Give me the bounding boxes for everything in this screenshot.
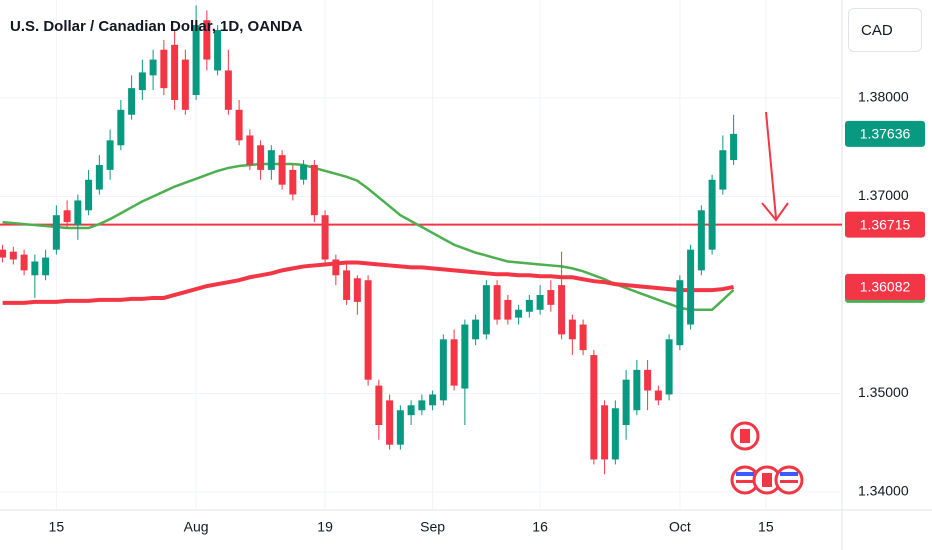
- candle-body: [149, 59, 157, 76]
- candle-body: [343, 270, 351, 300]
- candle-body: [300, 164, 308, 180]
- x-tick-label: 15: [49, 519, 65, 535]
- candle-body: [665, 339, 673, 395]
- candle-body: [482, 285, 490, 335]
- candle-body: [192, 25, 200, 96]
- candle-body: [601, 405, 609, 460]
- candle-body: [461, 324, 469, 389]
- candle-body: [257, 145, 265, 170]
- candle-body: [267, 150, 275, 170]
- candle-body: [644, 369, 652, 391]
- candle-body: [128, 88, 136, 115]
- currency-button[interactable]: CAD: [848, 8, 922, 52]
- candle-body: [31, 261, 39, 276]
- candle-body: [20, 254, 28, 271]
- candle-body: [547, 290, 555, 305]
- candle-body: [654, 390, 662, 401]
- candle-body: [407, 405, 415, 416]
- candle-body: [0, 249, 7, 258]
- candle-body: [160, 49, 168, 89]
- candle-body: [310, 164, 318, 216]
- candle-body: [364, 280, 372, 380]
- candle-body: [386, 400, 394, 445]
- candle-body: [332, 259, 340, 276]
- candle-body: [633, 369, 641, 411]
- candle-body: [568, 319, 576, 340]
- x-tick-label: Aug: [184, 519, 209, 535]
- x-tick-label: 19: [317, 519, 333, 535]
- candle-body: [439, 339, 447, 401]
- x-tick-label: Sep: [420, 519, 445, 535]
- price-badge: [845, 211, 925, 238]
- candle-body: [181, 59, 189, 110]
- candle-body: [9, 251, 17, 260]
- price-badge-label: 1.36715: [860, 216, 911, 232]
- candle-body: [353, 278, 361, 302]
- arrow-annotation: [761, 111, 789, 222]
- candle-body: [536, 294, 544, 310]
- candle-body: [52, 215, 60, 250]
- x-tick-label: 16: [532, 519, 548, 535]
- price-badge-label: 1.36082: [860, 279, 911, 295]
- candle-body: [590, 355, 598, 460]
- candle-body: [214, 30, 222, 71]
- candle-body: [321, 215, 329, 260]
- price-badge: [845, 120, 925, 147]
- candle-body: [74, 200, 82, 226]
- candle-body: [687, 249, 695, 325]
- candle-body: [117, 109, 125, 146]
- candle-body: [719, 150, 727, 190]
- candle-body: [63, 210, 71, 223]
- candle-body: [224, 70, 232, 110]
- candle-body: [171, 44, 179, 100]
- candle-body: [289, 169, 297, 195]
- marks: [0, 5, 842, 475]
- candle-body: [429, 394, 437, 406]
- candle-body: [676, 280, 684, 346]
- price-badge: [845, 273, 925, 300]
- grid: [0, 0, 842, 510]
- candle-body: [85, 179, 93, 211]
- candle-body: [106, 140, 114, 170]
- candle-body: [246, 135, 254, 165]
- x-tick-label: 15: [758, 519, 774, 535]
- y-tick-label: 1.35000: [858, 384, 909, 400]
- candle-body: [42, 257, 50, 276]
- candle-body: [558, 285, 566, 335]
- candle-body: [504, 299, 512, 320]
- candle-body: [203, 20, 211, 60]
- candle-body: [450, 339, 458, 386]
- candle-body: [375, 385, 383, 425]
- candle-body: [622, 379, 630, 425]
- candle-body: [493, 285, 501, 320]
- event-icons: [730, 421, 804, 495]
- y-tick-label: 1.38000: [858, 89, 909, 105]
- y-tick-label: 1.34000: [858, 483, 909, 499]
- candle-body: [396, 410, 404, 445]
- candle-body: [515, 309, 523, 318]
- price-badge-label: 1.37636: [860, 126, 911, 142]
- candle-body: [138, 72, 146, 91]
- candle-body: [708, 179, 716, 250]
- x-tick-label: Oct: [669, 519, 691, 535]
- candle-body: [697, 210, 705, 271]
- candle-body: [278, 155, 286, 185]
- candle-body: [525, 299, 533, 312]
- candle-body: [730, 133, 738, 161]
- moving-average-line: [2, 260, 734, 305]
- candle-body: [95, 164, 103, 190]
- candle-body: [611, 408, 619, 460]
- chart-title: U.S. Dollar / Canadian Dollar, 1D, OANDA: [10, 18, 303, 35]
- candle-body: [235, 109, 243, 141]
- candle-body: [418, 400, 426, 411]
- y-tick-label: 1.37000: [858, 187, 909, 203]
- candle-body: [579, 324, 587, 351]
- candle-body: [472, 319, 480, 340]
